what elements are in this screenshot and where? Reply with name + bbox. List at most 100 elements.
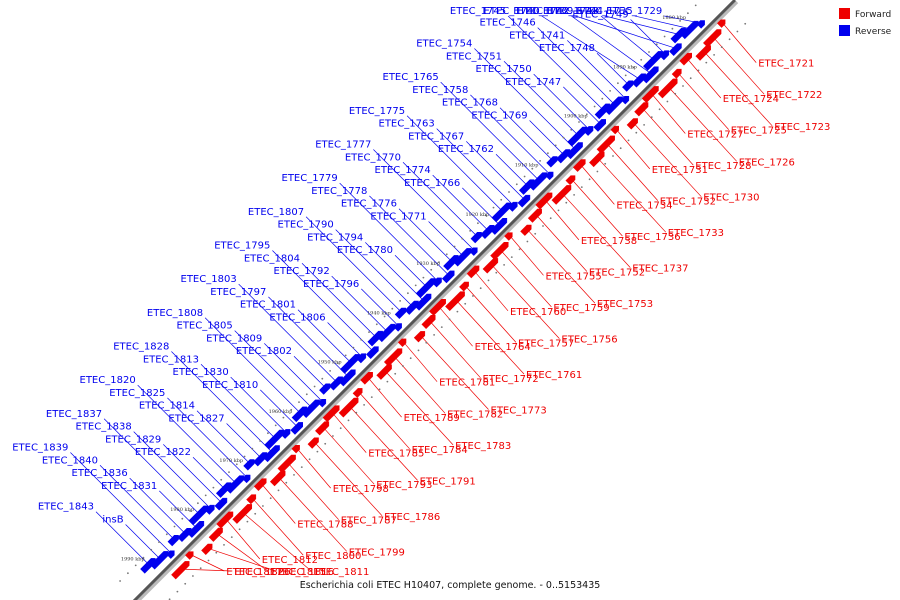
gene-feature[interactable] — [680, 19, 701, 40]
gene-feature[interactable] — [150, 549, 170, 570]
gene-label[interactable]: ETEC_1843 — [38, 502, 94, 513]
gene-feature[interactable] — [441, 269, 456, 284]
gene-label[interactable]: ETEC_1779 — [282, 173, 338, 184]
gene-label[interactable]: ETEC_1822 — [135, 447, 191, 458]
gene-label[interactable]: ETEC_1733 — [668, 228, 724, 239]
gene-label[interactable]: ETEC_1826 — [234, 567, 290, 578]
gene-feature[interactable] — [340, 352, 361, 374]
gene-label[interactable]: ETEC_1827 — [168, 414, 224, 425]
gene-label[interactable]: ETEC_1737 — [632, 264, 688, 275]
gene-feature[interactable] — [291, 405, 309, 423]
gene-label[interactable]: ETEC_1825 — [109, 388, 165, 399]
gene-label[interactable]: ETEC_1784 — [412, 445, 468, 456]
gene-feature[interactable] — [215, 481, 233, 498]
gene-label[interactable]: ETEC_1771 — [370, 212, 426, 223]
gene-label[interactable]: ETEC_1739 — [517, 6, 573, 17]
gene-label[interactable]: ETEC_1762 — [438, 144, 494, 155]
gene-feature[interactable] — [527, 207, 544, 223]
gene-feature[interactable] — [414, 292, 433, 311]
gene-label[interactable]: ETEC_1837 — [46, 409, 102, 420]
gene-label[interactable]: ETEC_1721 — [758, 59, 814, 70]
gene-label[interactable]: ETEC_1839 — [12, 443, 68, 454]
gene-label[interactable]: ETEC_1766 — [404, 178, 460, 189]
gene-label[interactable]: ETEC_1790 — [278, 220, 334, 231]
gene-feature[interactable] — [604, 95, 625, 115]
gene-feature[interactable] — [716, 18, 727, 28]
gene-label[interactable]: ETEC_1777 — [315, 140, 371, 151]
gene-feature[interactable] — [470, 230, 484, 244]
gene-feature[interactable] — [480, 223, 497, 240]
gene-label[interactable]: ETEC_1744 — [547, 6, 603, 17]
gene-label[interactable]: ETEC_1778 — [311, 186, 367, 197]
gene-label[interactable]: insB — [102, 515, 123, 526]
gene-label[interactable]: ETEC_1743 — [543, 6, 599, 17]
gene-label[interactable]: ETEC_1808 — [147, 308, 203, 319]
gene-feature[interactable] — [459, 280, 470, 292]
gene-feature[interactable] — [610, 124, 621, 135]
gene-label[interactable]: ETEC_1728 — [695, 161, 751, 172]
gene-feature[interactable] — [185, 550, 195, 560]
gene-feature[interactable] — [556, 147, 573, 164]
gene-feature[interactable] — [290, 420, 305, 435]
gene-label[interactable]: ETEC_1761 — [526, 370, 582, 381]
gene-label[interactable]: ETEC_1725 — [731, 126, 787, 137]
gene-feature[interactable] — [291, 443, 302, 454]
gene-label[interactable]: ETEC_1786 — [384, 512, 440, 523]
gene-feature[interactable] — [453, 246, 473, 267]
gene-feature[interactable] — [177, 526, 194, 543]
gene-feature[interactable] — [415, 276, 437, 298]
gene-label[interactable]: ETEC_1807 — [248, 207, 304, 218]
gene-label[interactable]: ETEC_1788 — [297, 520, 353, 531]
gene-feature[interactable] — [214, 496, 229, 511]
gene-feature[interactable] — [659, 49, 671, 61]
gene-label[interactable]: ETEC_1775 — [349, 106, 405, 117]
gene-label[interactable]: ETEC_1748 — [539, 43, 595, 54]
gene-label[interactable]: ETEC_1800 — [305, 551, 361, 562]
gene-feature[interactable] — [593, 117, 608, 132]
gene-label[interactable]: ETEC_1726 — [739, 157, 795, 168]
gene-feature[interactable] — [445, 289, 466, 312]
gene-label[interactable]: ETEC_1801 — [240, 300, 296, 311]
gene-feature[interactable] — [394, 306, 408, 320]
gene-feature[interactable] — [491, 201, 513, 223]
gene-label[interactable]: ETEC_1751 — [446, 51, 502, 62]
gene-label[interactable]: ETEC_1782 — [447, 409, 503, 420]
gene-label[interactable]: ETEC_1809 — [206, 333, 262, 344]
gene-label[interactable]: ETEC_1828 — [113, 342, 169, 353]
gene-feature[interactable] — [404, 299, 421, 315]
gene-feature[interactable] — [243, 457, 257, 471]
gene-label[interactable]: ETEC_1774 — [375, 165, 431, 176]
gene-label[interactable]: ETEC_1829 — [105, 434, 161, 445]
gene-label[interactable]: ETEC_1799 — [349, 547, 405, 558]
gene-label[interactable]: ETEC_1816 — [278, 567, 334, 578]
gene-feature[interactable] — [328, 375, 345, 391]
gene-feature[interactable] — [669, 42, 683, 57]
gene-feature[interactable] — [140, 556, 158, 574]
gene-label[interactable]: ETEC_1789 — [404, 413, 460, 424]
gene-label[interactable]: ETEC_1734 — [616, 200, 672, 211]
gene-label[interactable]: ETEC_1795 — [214, 241, 270, 252]
gene-label[interactable]: ETEC_1756 — [561, 335, 617, 346]
gene-feature[interactable] — [695, 43, 713, 61]
gene-feature[interactable] — [594, 102, 612, 120]
gene-feature[interactable] — [631, 72, 648, 88]
gene-feature[interactable] — [187, 519, 206, 538]
gene-feature[interactable] — [634, 100, 651, 117]
gene-label[interactable]: ETEC_1724 — [723, 94, 779, 105]
gene-feature[interactable] — [482, 256, 500, 274]
gene-label[interactable]: ETEC_1763 — [379, 119, 435, 130]
gene-feature[interactable] — [315, 420, 331, 436]
gene-label[interactable]: ETEC_1806 — [269, 313, 325, 324]
gene-feature[interactable] — [546, 154, 560, 168]
gene-feature[interactable] — [307, 436, 321, 449]
gene-feature[interactable] — [167, 533, 181, 547]
gene-feature[interactable] — [679, 51, 694, 66]
gene-feature[interactable] — [657, 77, 679, 99]
gene-feature[interactable] — [466, 264, 481, 279]
gene-feature[interactable] — [626, 116, 640, 130]
gene-feature[interactable] — [317, 397, 328, 408]
gene-feature[interactable] — [393, 321, 404, 332]
gene-feature[interactable] — [322, 404, 341, 423]
gene-feature[interactable] — [269, 469, 287, 487]
gene-label[interactable]: ETEC_1732 — [660, 197, 716, 208]
